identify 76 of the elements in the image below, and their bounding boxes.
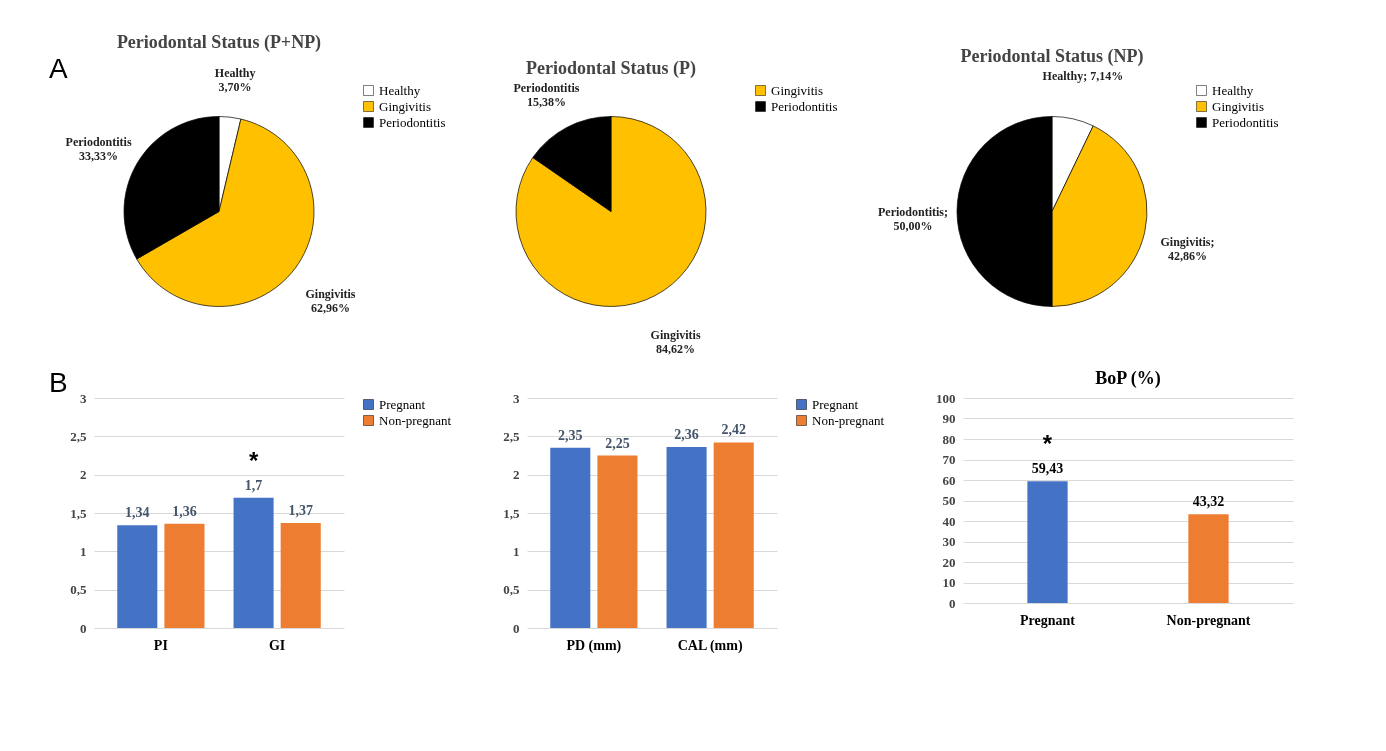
y-tick-label: 0,5 [70, 582, 87, 598]
annotation: * [1042, 430, 1053, 458]
data-label: Periodontitis 15,38% [513, 81, 580, 110]
y-tick-label: 0 [80, 620, 87, 636]
bar [666, 447, 707, 628]
y-tick-label: 10 [942, 575, 956, 590]
data-label: 2,36 [674, 427, 699, 443]
y-tick-label: 0 [513, 620, 520, 636]
data-label: 59,43 [1031, 461, 1064, 477]
chart-title: Periodontal Status (P) [526, 58, 696, 80]
y-tick-label: 3 [80, 390, 87, 406]
data-label: Periodontitis; 50,00% [878, 204, 948, 233]
x-tick-label: PD (mm) [566, 637, 622, 654]
y-tick-label: 60 [942, 472, 956, 488]
legend-label: Periodontitis [1212, 114, 1279, 130]
data-label: 2,42 [721, 422, 746, 438]
bar [597, 455, 638, 628]
data-label: 2,35 [558, 427, 583, 443]
x-tick-label: PI [153, 637, 168, 653]
bar [233, 497, 274, 628]
y-tick-label: 20 [942, 554, 956, 570]
legend-label: Periodontitis [771, 98, 838, 114]
data-label: Gingivitis 84,62% [650, 327, 701, 356]
y-tick-label: 100 [936, 390, 956, 406]
y-tick-label: 90 [942, 411, 956, 426]
y-tick-label: 1,5 [503, 505, 520, 521]
legend-label: Pregnant [379, 396, 426, 412]
y-tick-label: 70 [942, 452, 956, 467]
y-tick-label: 1,5 [70, 505, 87, 521]
legend-label: Healthy [379, 82, 421, 98]
y-tick-label: 2,5 [70, 428, 87, 444]
y-tick-label: 3 [513, 390, 520, 406]
y-tick-label: 2 [80, 467, 87, 483]
chart-title: BoP (%) [1095, 368, 1161, 389]
bar [117, 525, 158, 628]
bar [713, 442, 754, 628]
x-tick-label: CAL (mm) [677, 637, 743, 654]
pie-slice [515, 116, 707, 307]
chart-title: Periodontal Status (NP) [960, 45, 1144, 67]
bar [280, 522, 321, 628]
annotation: * [248, 446, 259, 474]
legend-label: Gingivitis [379, 98, 432, 114]
legend-label: Non-pregnant [379, 412, 452, 428]
data-label: 1,36 [172, 503, 197, 519]
legend-label: Gingivitis [1212, 98, 1265, 114]
text: B [49, 367, 68, 398]
y-tick-label: 0 [949, 595, 956, 611]
data-label: 1,7 [244, 477, 263, 493]
bar [550, 447, 591, 628]
y-tick-label: 0,5 [503, 582, 520, 598]
y-tick-label: 80 [942, 431, 956, 447]
y-tick-label: 1 [80, 543, 87, 559]
data-label: Gingivitis 62,96% [305, 287, 356, 316]
y-tick-label: 2 [513, 467, 520, 483]
x-tick-label: GI [268, 637, 286, 653]
legend-label: Periodontitis [379, 114, 446, 130]
data-label: 1,37 [288, 502, 313, 518]
y-tick-label: 40 [942, 513, 956, 529]
text: A [49, 53, 68, 84]
data-label: Healthy 3,70% [214, 66, 256, 95]
legend-label: Non-pregnant [812, 412, 885, 428]
chart-title: Periodontal Status (P+NP) [116, 32, 322, 53]
y-tick-label: 1 [513, 543, 520, 559]
data-label: 2,25 [605, 435, 630, 451]
legend-label: Healthy [1212, 82, 1254, 98]
data-label: 1,34 [125, 505, 150, 521]
data-label: 43,32 [1192, 494, 1225, 510]
legend-label: Gingivitis [771, 82, 824, 98]
legend-label: Pregnant [812, 396, 859, 412]
y-tick-label: 30 [942, 534, 956, 549]
y-tick-label: 50 [942, 493, 956, 508]
data-label: Periodontitis 33,33% [65, 135, 132, 163]
data-label: Gingivitis; 42,86% [1160, 235, 1215, 264]
y-tick-label: 2,5 [503, 428, 520, 444]
bar [164, 523, 205, 628]
data-label: Healthy; 7,14% [1042, 68, 1124, 83]
